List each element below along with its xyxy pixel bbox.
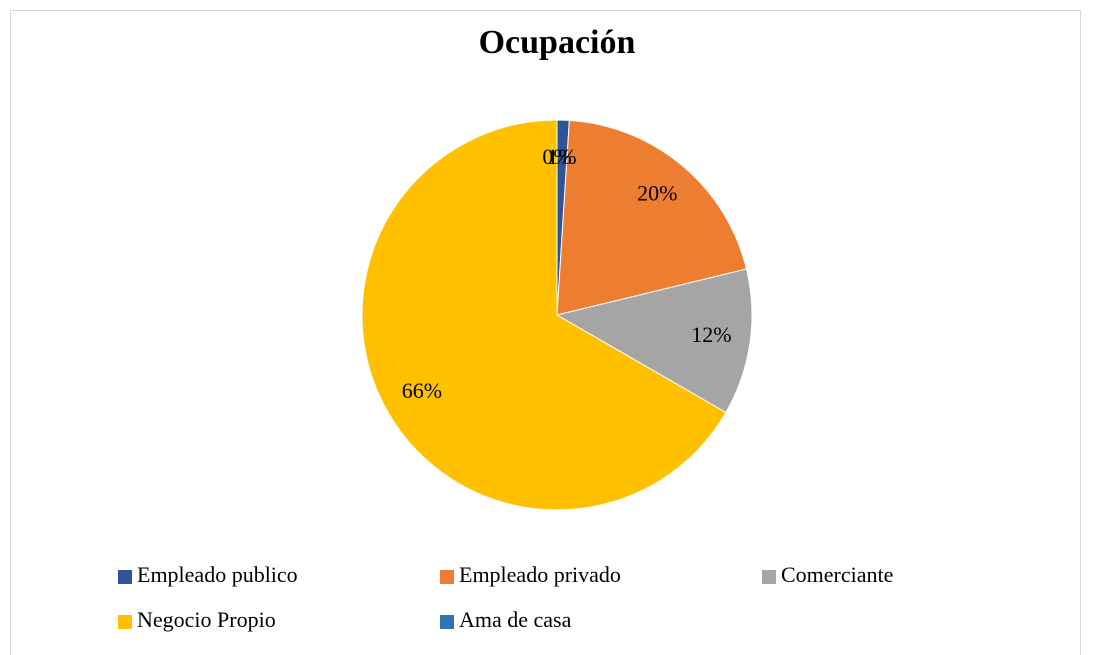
legend-swatch: [440, 615, 454, 629]
legend-label: Comerciante: [781, 562, 893, 587]
data-label: 20%: [637, 181, 677, 206]
pie-slice: [555, 268, 753, 414]
legend-swatch: [762, 570, 776, 584]
legend-swatch: [118, 570, 132, 584]
pie-slice: [361, 119, 727, 511]
legend-label: Empleado publico: [137, 562, 298, 587]
legend-label: Negocio Propio: [137, 607, 276, 632]
legend-label: Ama de casa: [459, 607, 572, 632]
legend-swatch: [440, 570, 454, 584]
pie-slice: [556, 119, 748, 316]
data-label: 66%: [402, 378, 442, 403]
data-label: 12%: [691, 322, 731, 347]
legend-label: Empleado privado: [459, 562, 621, 587]
chart-title: Ocupación: [479, 24, 636, 61]
data-label: 1%: [547, 144, 576, 169]
legend-swatch: [118, 615, 132, 629]
data-label: 0%: [542, 144, 571, 169]
